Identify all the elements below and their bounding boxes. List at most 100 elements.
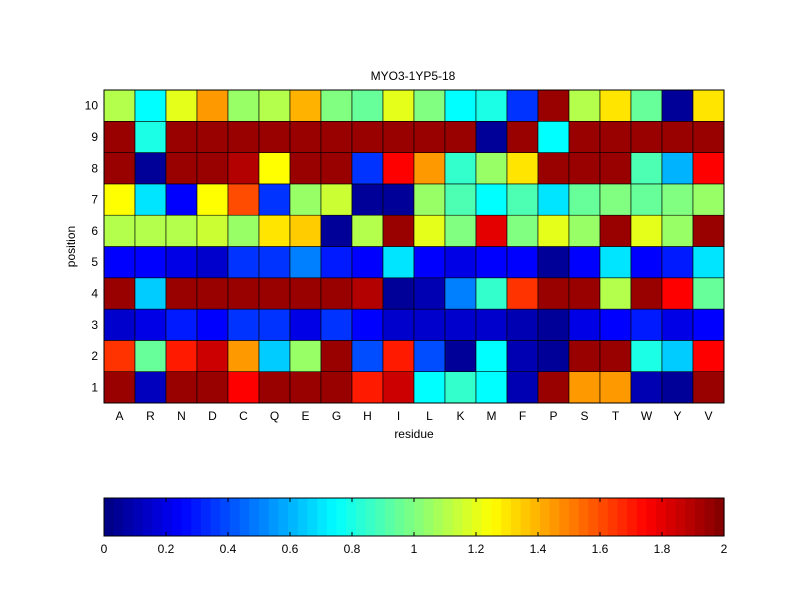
heatmap-cell — [103, 152, 136, 185]
heatmap-cell — [444, 214, 477, 247]
heatmap-cell — [165, 183, 198, 216]
heatmap-cell — [630, 152, 663, 185]
heatmap-cell — [537, 121, 570, 153]
heatmap-cell — [227, 89, 260, 122]
heatmap-cell — [382, 308, 415, 341]
x-tick-label: C — [239, 409, 248, 423]
heatmap-cell — [196, 246, 229, 279]
colorbar-segment — [569, 498, 580, 536]
colorbar-segment — [539, 498, 551, 536]
y-tick-label: 1 — [91, 380, 98, 394]
colorbar-segment — [191, 498, 202, 536]
x-tick-label: G — [332, 409, 341, 423]
heatmap-cell — [506, 183, 539, 216]
colorbar-tick-label: 1.2 — [468, 542, 485, 556]
heatmap-cell — [661, 152, 694, 185]
heatmap-cell — [258, 340, 291, 372]
colorbar-segment — [530, 498, 541, 536]
heatmap-cell — [258, 89, 291, 122]
colorbar-segment — [220, 498, 231, 536]
x-tick-label: K — [456, 409, 464, 423]
colorbar-segment — [598, 498, 609, 536]
heatmap-cell — [475, 371, 508, 404]
heatmap-cell — [413, 183, 446, 216]
heatmap-cell — [103, 183, 136, 216]
heatmap-cell — [506, 89, 539, 122]
colorbar-segment — [162, 498, 173, 536]
colorbar-segment — [375, 498, 386, 536]
heatmap-cell — [320, 246, 353, 279]
heatmap-cell — [289, 121, 322, 153]
heatmap-cell — [165, 152, 198, 185]
colorbar-segment — [423, 498, 434, 536]
heatmap-cell — [630, 121, 663, 153]
heatmap-cell — [351, 152, 384, 185]
heatmap-cell — [692, 371, 725, 404]
colorbar-segment — [152, 498, 163, 536]
heatmap-cell — [134, 246, 167, 279]
heatmap-cell — [351, 89, 384, 122]
heatmap-cell — [568, 371, 601, 404]
heatmap-cell — [258, 152, 291, 185]
heatmap-cell — [351, 340, 384, 372]
heatmap-cell — [382, 371, 415, 404]
heatmap-cell — [134, 308, 167, 341]
colorbar-segment — [181, 498, 192, 536]
heatmap-cell — [289, 277, 322, 310]
heatmap-cell — [692, 308, 725, 341]
heatmap-cell — [258, 121, 291, 153]
x-tick-label: T — [612, 409, 620, 423]
colorbar-segment — [346, 498, 357, 536]
colorbar-segment — [462, 498, 473, 536]
heatmap-cell — [475, 308, 508, 341]
colorbar-segment — [491, 498, 502, 536]
colorbar-segment — [714, 498, 725, 536]
heatmap-cell — [413, 246, 446, 279]
heatmap-cell — [692, 340, 725, 372]
heatmap-cell — [351, 277, 384, 310]
heatmap-cell — [227, 246, 260, 279]
heatmap-cell — [351, 121, 384, 153]
heatmap-cell — [289, 246, 322, 279]
heatmap-cell — [165, 246, 198, 279]
heatmap-cell — [103, 246, 136, 279]
colorbar-segment — [200, 498, 212, 536]
y-tick-labels: 1 2 3 4 5 6 7 8 9 10 — [85, 99, 99, 395]
heatmap-cell — [568, 121, 601, 153]
heatmap-cell — [661, 214, 694, 247]
heatmap-cell — [196, 121, 229, 153]
heatmap-cell — [413, 308, 446, 341]
heatmap-cell — [165, 214, 198, 247]
heatmap-cell — [444, 183, 477, 216]
heatmap-cell — [196, 308, 229, 341]
heatmap-cell — [692, 214, 725, 247]
heatmap-cell — [475, 340, 508, 372]
colorbar-segment — [142, 498, 154, 536]
colorbar-segment — [559, 498, 570, 536]
heatmap-cell — [382, 183, 415, 216]
heatmap-cell — [289, 308, 322, 341]
heatmap-cell — [103, 308, 136, 341]
heatmap-cell — [630, 89, 663, 122]
colorbar-segment — [646, 498, 657, 536]
heatmap-cell — [537, 340, 570, 372]
heatmap-cell — [444, 246, 477, 279]
heatmap-cell — [475, 183, 508, 216]
heatmap-cell — [165, 371, 198, 404]
heatmap-cell — [506, 371, 539, 404]
heatmap-cell — [537, 277, 570, 310]
heatmap-cell — [661, 340, 694, 372]
heatmap-cell — [568, 152, 601, 185]
heatmap-cell — [103, 277, 136, 310]
heatmap-cell — [351, 246, 384, 279]
heatmap-cell — [320, 340, 353, 372]
heatmap-cell — [289, 183, 322, 216]
colorbar-segment — [278, 498, 289, 536]
colorbar-segment — [326, 498, 338, 536]
heatmap-cell — [630, 340, 663, 372]
heatmap-cell — [196, 277, 229, 310]
x-tick-label: W — [641, 409, 653, 423]
heatmap-cell — [134, 89, 167, 122]
heatmap-cell — [227, 183, 260, 216]
